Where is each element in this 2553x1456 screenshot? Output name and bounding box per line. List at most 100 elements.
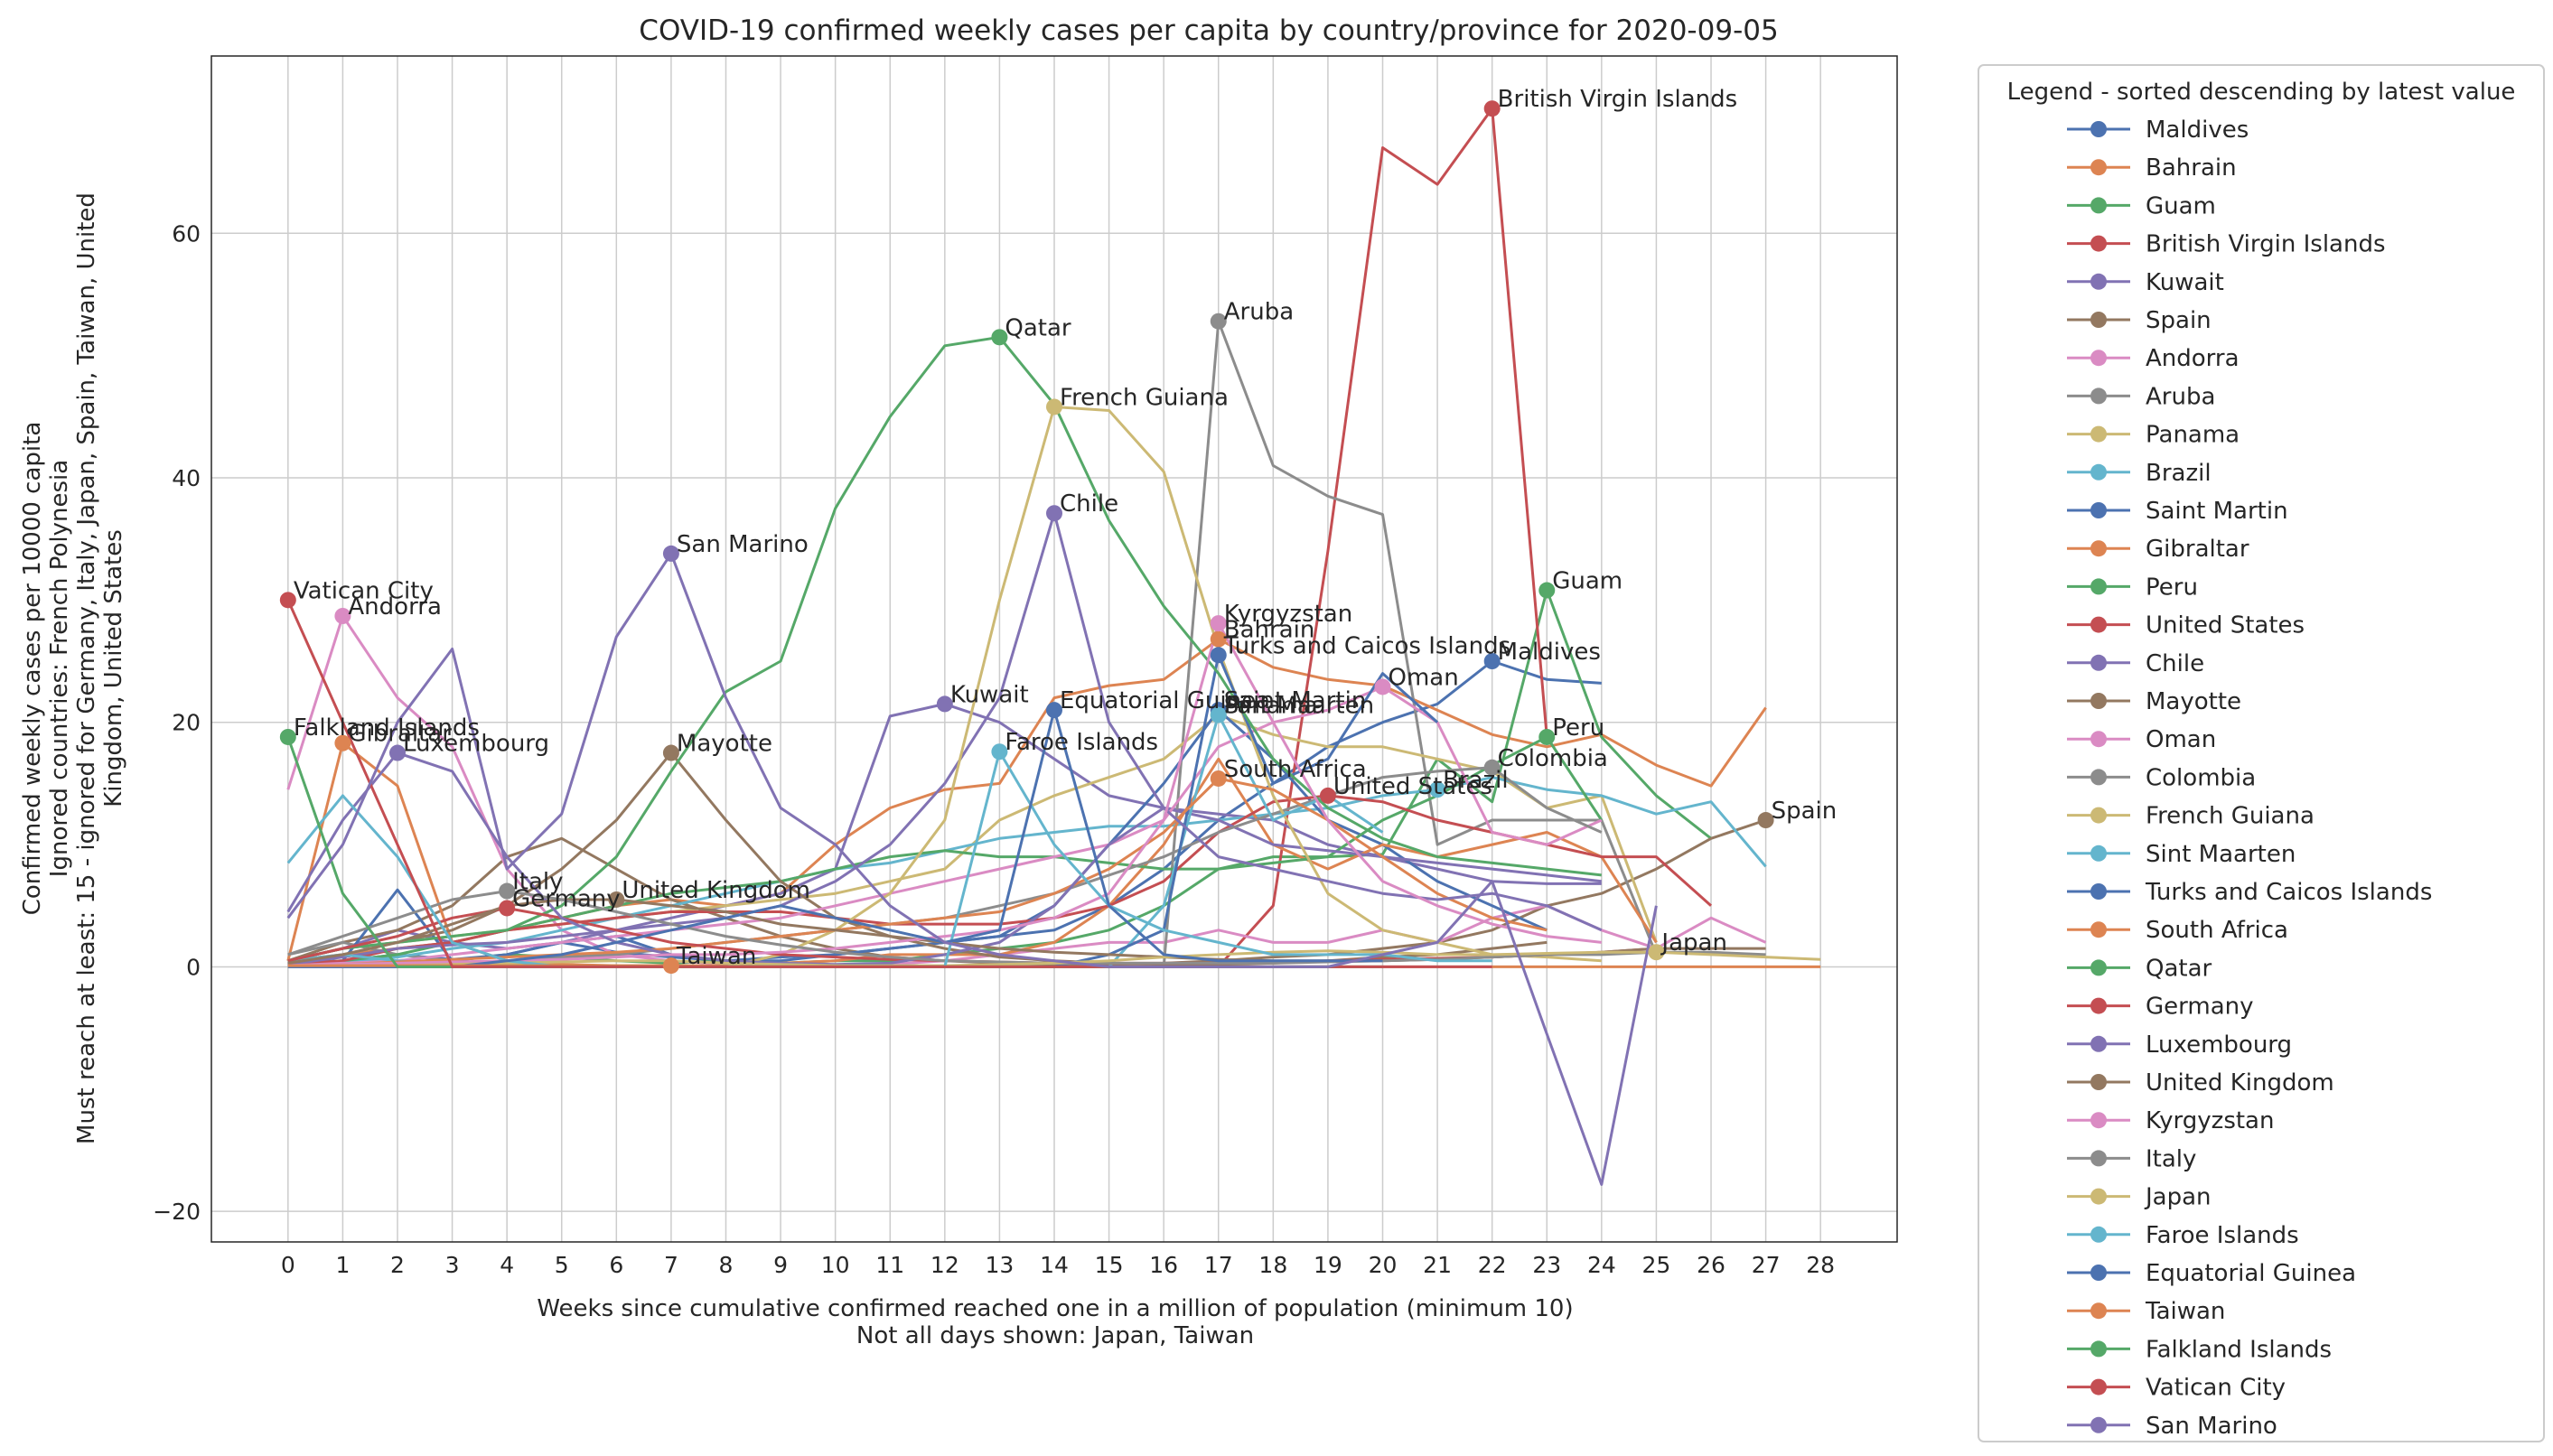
x-tick-label: 16 <box>1149 1252 1178 1278</box>
point-label-gibraltar: Gibraltar <box>348 721 452 748</box>
legend-label: Luxembourg <box>2146 1031 2292 1059</box>
legend-marker <box>2090 1416 2107 1433</box>
y-axis-label-line-3: Must reach at least: 15 - ignored for Ge… <box>73 192 100 1144</box>
point-label-maldives: Maldives <box>1498 639 1601 666</box>
legend-marker <box>2090 1074 2107 1090</box>
legend-entry-luxembourg: Luxembourg <box>2067 1031 2292 1059</box>
point-label-qatar: Qatar <box>1005 314 1071 341</box>
point-label-taiwan: Taiwan <box>676 943 756 970</box>
legend-label: Taiwan <box>2145 1298 2225 1325</box>
legend-marker <box>2090 1378 2107 1395</box>
x-axis-ticks: 0 1 2 3 4 5 6 7 8 9 10 11 12 13 14 15 16 17 18 19 20 21 22 23 24… <box>281 1252 1835 1278</box>
legend-marker <box>2090 578 2107 595</box>
legend-label: British Virgin Islands <box>2146 231 2386 258</box>
point-label-vatican-city: Vatican City <box>294 577 434 604</box>
legend-label: Italy <box>2146 1145 2196 1172</box>
legend-entry-united-kingdom: United Kingdom <box>2067 1069 2334 1097</box>
grid <box>211 56 1897 1242</box>
series-line-united-states <box>287 794 1712 966</box>
series-marker-united-states <box>1319 787 1336 804</box>
point-label-japan: Japan <box>1660 929 1727 957</box>
chart-title: COVID-19 confirmed weekly cases per capi… <box>639 14 1778 47</box>
point-label-kyrgyzstan: Kyrgyzstan <box>1224 601 1352 628</box>
x-tick-label: 24 <box>1587 1252 1616 1278</box>
legend-label: Saint Martin <box>2146 498 2288 525</box>
legend-label: Guam <box>2146 192 2216 219</box>
point-label-andorra: Andorra <box>348 593 442 621</box>
y-tick-label: 0 <box>186 954 201 980</box>
y-axis-ticks: −20 0 20 40 60 <box>153 220 201 1225</box>
point-label-united-states: United States <box>1333 773 1492 800</box>
series-marker-oman <box>1374 678 1391 695</box>
legend-marker <box>2090 883 2107 900</box>
series-marker-germany <box>499 900 516 917</box>
point-label-italy: Italy <box>512 869 563 896</box>
legend-marker <box>2090 121 2107 137</box>
x-tick-label: 5 <box>555 1252 569 1278</box>
legend-label: Gibraltar <box>2146 536 2249 563</box>
legend-marker <box>2090 693 2107 709</box>
point-label-luxembourg: Luxembourg <box>403 731 549 758</box>
legend-entry-spain: Spain <box>2067 307 2212 334</box>
series-marker-guam <box>1538 582 1556 599</box>
series-marker-gibraltar <box>334 734 351 751</box>
legend-label: Equatorial Guinea <box>2146 1260 2356 1287</box>
x-tick-label: 17 <box>1204 1252 1233 1278</box>
legend-marker <box>2090 959 2107 976</box>
x-tick-label: 13 <box>986 1252 1015 1278</box>
y-tick-label: 40 <box>172 465 201 491</box>
legend-label: Mayotte <box>2146 688 2241 715</box>
legend-entry-south-africa: South Africa <box>2067 917 2288 944</box>
series-marker-andorra <box>334 607 351 624</box>
y-tick-label: 20 <box>172 710 201 736</box>
point-label-saint-martin: Saint Martin <box>1224 687 1367 714</box>
legend-label: Brazil <box>2146 460 2212 487</box>
series-marker-colombia <box>1483 759 1501 776</box>
legend-entry-kuwait: Kuwait <box>2067 269 2224 296</box>
legend-entry-san-marino: San Marino <box>2067 1413 2277 1440</box>
legend-marker <box>2090 1302 2107 1320</box>
legend-marker <box>2090 1188 2107 1205</box>
point-label-chile: Chile <box>1060 490 1118 518</box>
series-marker-qatar <box>991 329 1008 346</box>
x-tick-label: 12 <box>930 1252 959 1278</box>
legend-title: Legend - sorted descending by latest val… <box>2007 79 2516 106</box>
series-marker-british-virgin-islands <box>1483 100 1501 117</box>
point-label-germany: Germany <box>512 885 621 912</box>
x-tick-label: 20 <box>1369 1252 1398 1278</box>
x-axis-label-note: Not all days shown: Japan, Taiwan <box>856 1322 1254 1349</box>
point-label-turks-and-caicos-islands: Turks and Caicos Islands <box>1223 632 1510 659</box>
y-tick-label: 60 <box>172 220 201 247</box>
legend-marker <box>2090 845 2107 862</box>
legend-entry-bahrain: Bahrain <box>2067 154 2237 182</box>
point-label-brazil: Brazil <box>1443 767 1509 794</box>
point-label-french-guiana: French Guiana <box>1060 384 1229 411</box>
legend-entry-guam: Guam <box>2067 192 2216 219</box>
point-label-mayotte: Mayotte <box>677 731 772 758</box>
x-tick-label: 26 <box>1697 1252 1725 1278</box>
series-marker-peru <box>1538 728 1556 745</box>
legend-label: Peru <box>2146 574 2198 601</box>
series-marker-kyrgyzstan <box>1210 615 1227 632</box>
point-label-equatorial-guinea: Equatorial Guinea <box>1060 687 1270 714</box>
legend-marker <box>2090 387 2107 405</box>
x-tick-label: 23 <box>1532 1252 1561 1278</box>
legend-entry-kyrgyzstan: Kyrgyzstan <box>2067 1107 2274 1134</box>
legend-marker <box>2090 235 2107 252</box>
series-marker-luxembourg <box>388 744 406 761</box>
legend-label: Faroe Islands <box>2146 1222 2299 1249</box>
legend-entry-brazil: Brazil <box>2067 460 2212 487</box>
series-marker-chile <box>1046 505 1062 522</box>
legend-entry-falkland-islands: Falkland Islands <box>2067 1336 2332 1363</box>
legend: Legend - sorted descending by latest val… <box>1978 64 2545 1442</box>
legend-label: San Marino <box>2146 1413 2277 1440</box>
series-marker-south-africa <box>1210 770 1227 787</box>
y-axis-label-line-1: Confirmed weekly cases per 10000 capita <box>19 422 46 916</box>
series-marker-united-kingdom <box>608 891 625 908</box>
point-label-colombia: Colombia <box>1498 745 1608 772</box>
legend-label: Japan <box>2144 1184 2212 1211</box>
series-line-qatar <box>287 335 1602 963</box>
legend-marker <box>2090 654 2107 671</box>
x-tick-label: 3 <box>445 1252 460 1278</box>
